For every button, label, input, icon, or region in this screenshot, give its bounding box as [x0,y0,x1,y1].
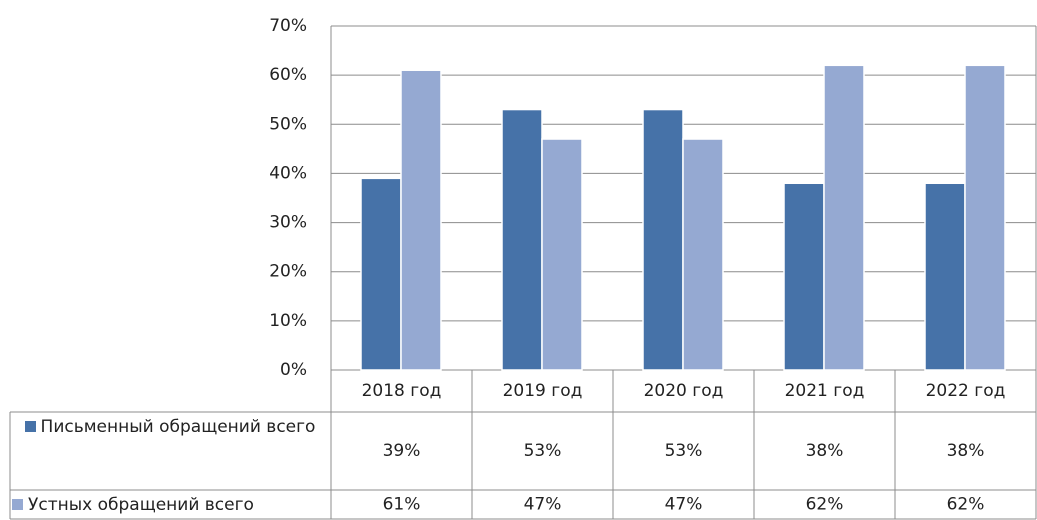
legend-entry: Письменный обращений всего [12,414,328,440]
data-label: 38% [947,441,985,461]
y-tick-label: 70% [269,16,307,36]
data-label: 47% [524,495,562,515]
data-label: 39% [383,441,421,461]
data-label: 61% [383,495,421,515]
data-label: 53% [665,441,703,461]
x-tick-label: 2022 год [926,381,1006,401]
bar [823,64,865,371]
x-tick-label: 2019 год [503,381,583,401]
bar [642,108,684,371]
bar [501,108,543,371]
data-label: 38% [806,441,844,461]
data-label: 62% [947,495,985,515]
y-tick-label: 50% [269,114,307,134]
data-label: 62% [806,495,844,515]
y-tick-label: 20% [269,262,307,282]
legend-label: Устных обращений всего [28,495,254,515]
x-tick-label: 2018 год [362,381,442,401]
y-tick-label: 40% [269,163,307,183]
data-label: 53% [524,441,562,461]
x-tick-label: 2020 год [644,381,724,401]
bar [924,182,966,371]
legend-label: Письменный обращений всего [40,417,316,437]
data-label: 47% [665,495,703,515]
x-tick-label: 2021 год [785,381,865,401]
bar [783,182,825,371]
y-tick-label: 0% [280,360,307,380]
legend-marker [12,499,23,510]
bar [360,177,402,371]
bar [682,138,724,371]
legend-entry: Устных обращений всего [12,492,328,518]
legend-marker [24,421,36,432]
bar [400,69,442,371]
bar [541,138,583,371]
y-tick-label: 60% [269,65,307,85]
y-tick-label: 30% [269,213,307,233]
bar [964,64,1006,371]
y-tick-label: 10% [269,311,307,331]
